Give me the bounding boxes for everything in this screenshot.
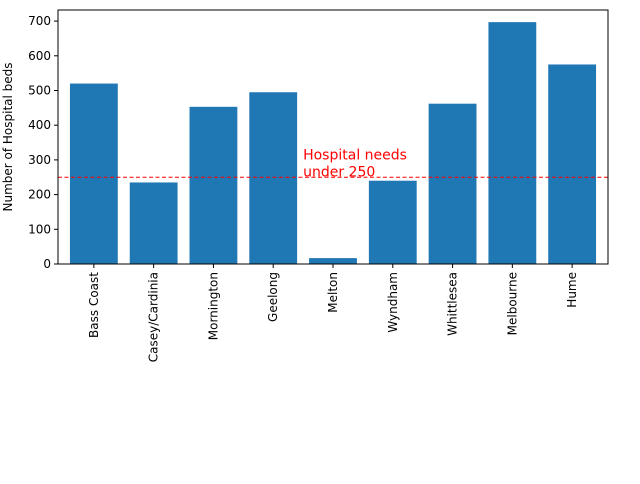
x-tick-label: Bass Coast — [87, 272, 101, 338]
bar-whittlesea — [428, 103, 477, 264]
annotation-layer: Hospital needs under 250 — [303, 147, 407, 180]
y-tick-label: 400 — [28, 118, 51, 132]
bar-bass-coast — [69, 83, 118, 265]
bar-mornington — [189, 106, 238, 264]
bar-casey-cardinia — [129, 182, 178, 264]
y-tick-label: 500 — [28, 84, 51, 98]
y-tick-label: 200 — [28, 188, 51, 202]
x-tick-label: Mornington — [206, 272, 220, 340]
y-axis-label: Number of Hospital beds — [1, 62, 15, 211]
bar-melbourne — [488, 22, 537, 265]
x-ticks-layer: Bass Coast Casey/Cardinia Mornington Geelon… — [87, 264, 579, 362]
y-tick-label: 100 — [28, 222, 51, 236]
x-tick-label: Hume — [565, 272, 579, 308]
bar-geelong — [249, 92, 298, 264]
annotation-text: Hospital needs under 250 — [303, 147, 407, 180]
y-tick-label: 300 — [28, 153, 51, 167]
y-tick-label: 0 — [43, 257, 51, 271]
y-ticks-layer: 0 100 200 300 400 500 600 700 — [28, 14, 58, 271]
bar-wyndham — [368, 180, 417, 264]
bars-layer — [69, 22, 597, 265]
x-tick-label: Melbourne — [505, 272, 519, 335]
x-tick-label: Wyndham — [386, 272, 400, 333]
x-tick-label: Casey/Cardinia — [147, 272, 161, 362]
y-tick-label: 600 — [28, 49, 51, 63]
y-tick-label: 700 — [28, 14, 51, 28]
bar-hume — [548, 64, 597, 264]
x-tick-label: Geelong — [266, 272, 280, 322]
x-tick-label: Melton — [326, 272, 340, 313]
bar-melton — [309, 258, 357, 264]
x-tick-label: Whittlesea — [446, 272, 460, 336]
